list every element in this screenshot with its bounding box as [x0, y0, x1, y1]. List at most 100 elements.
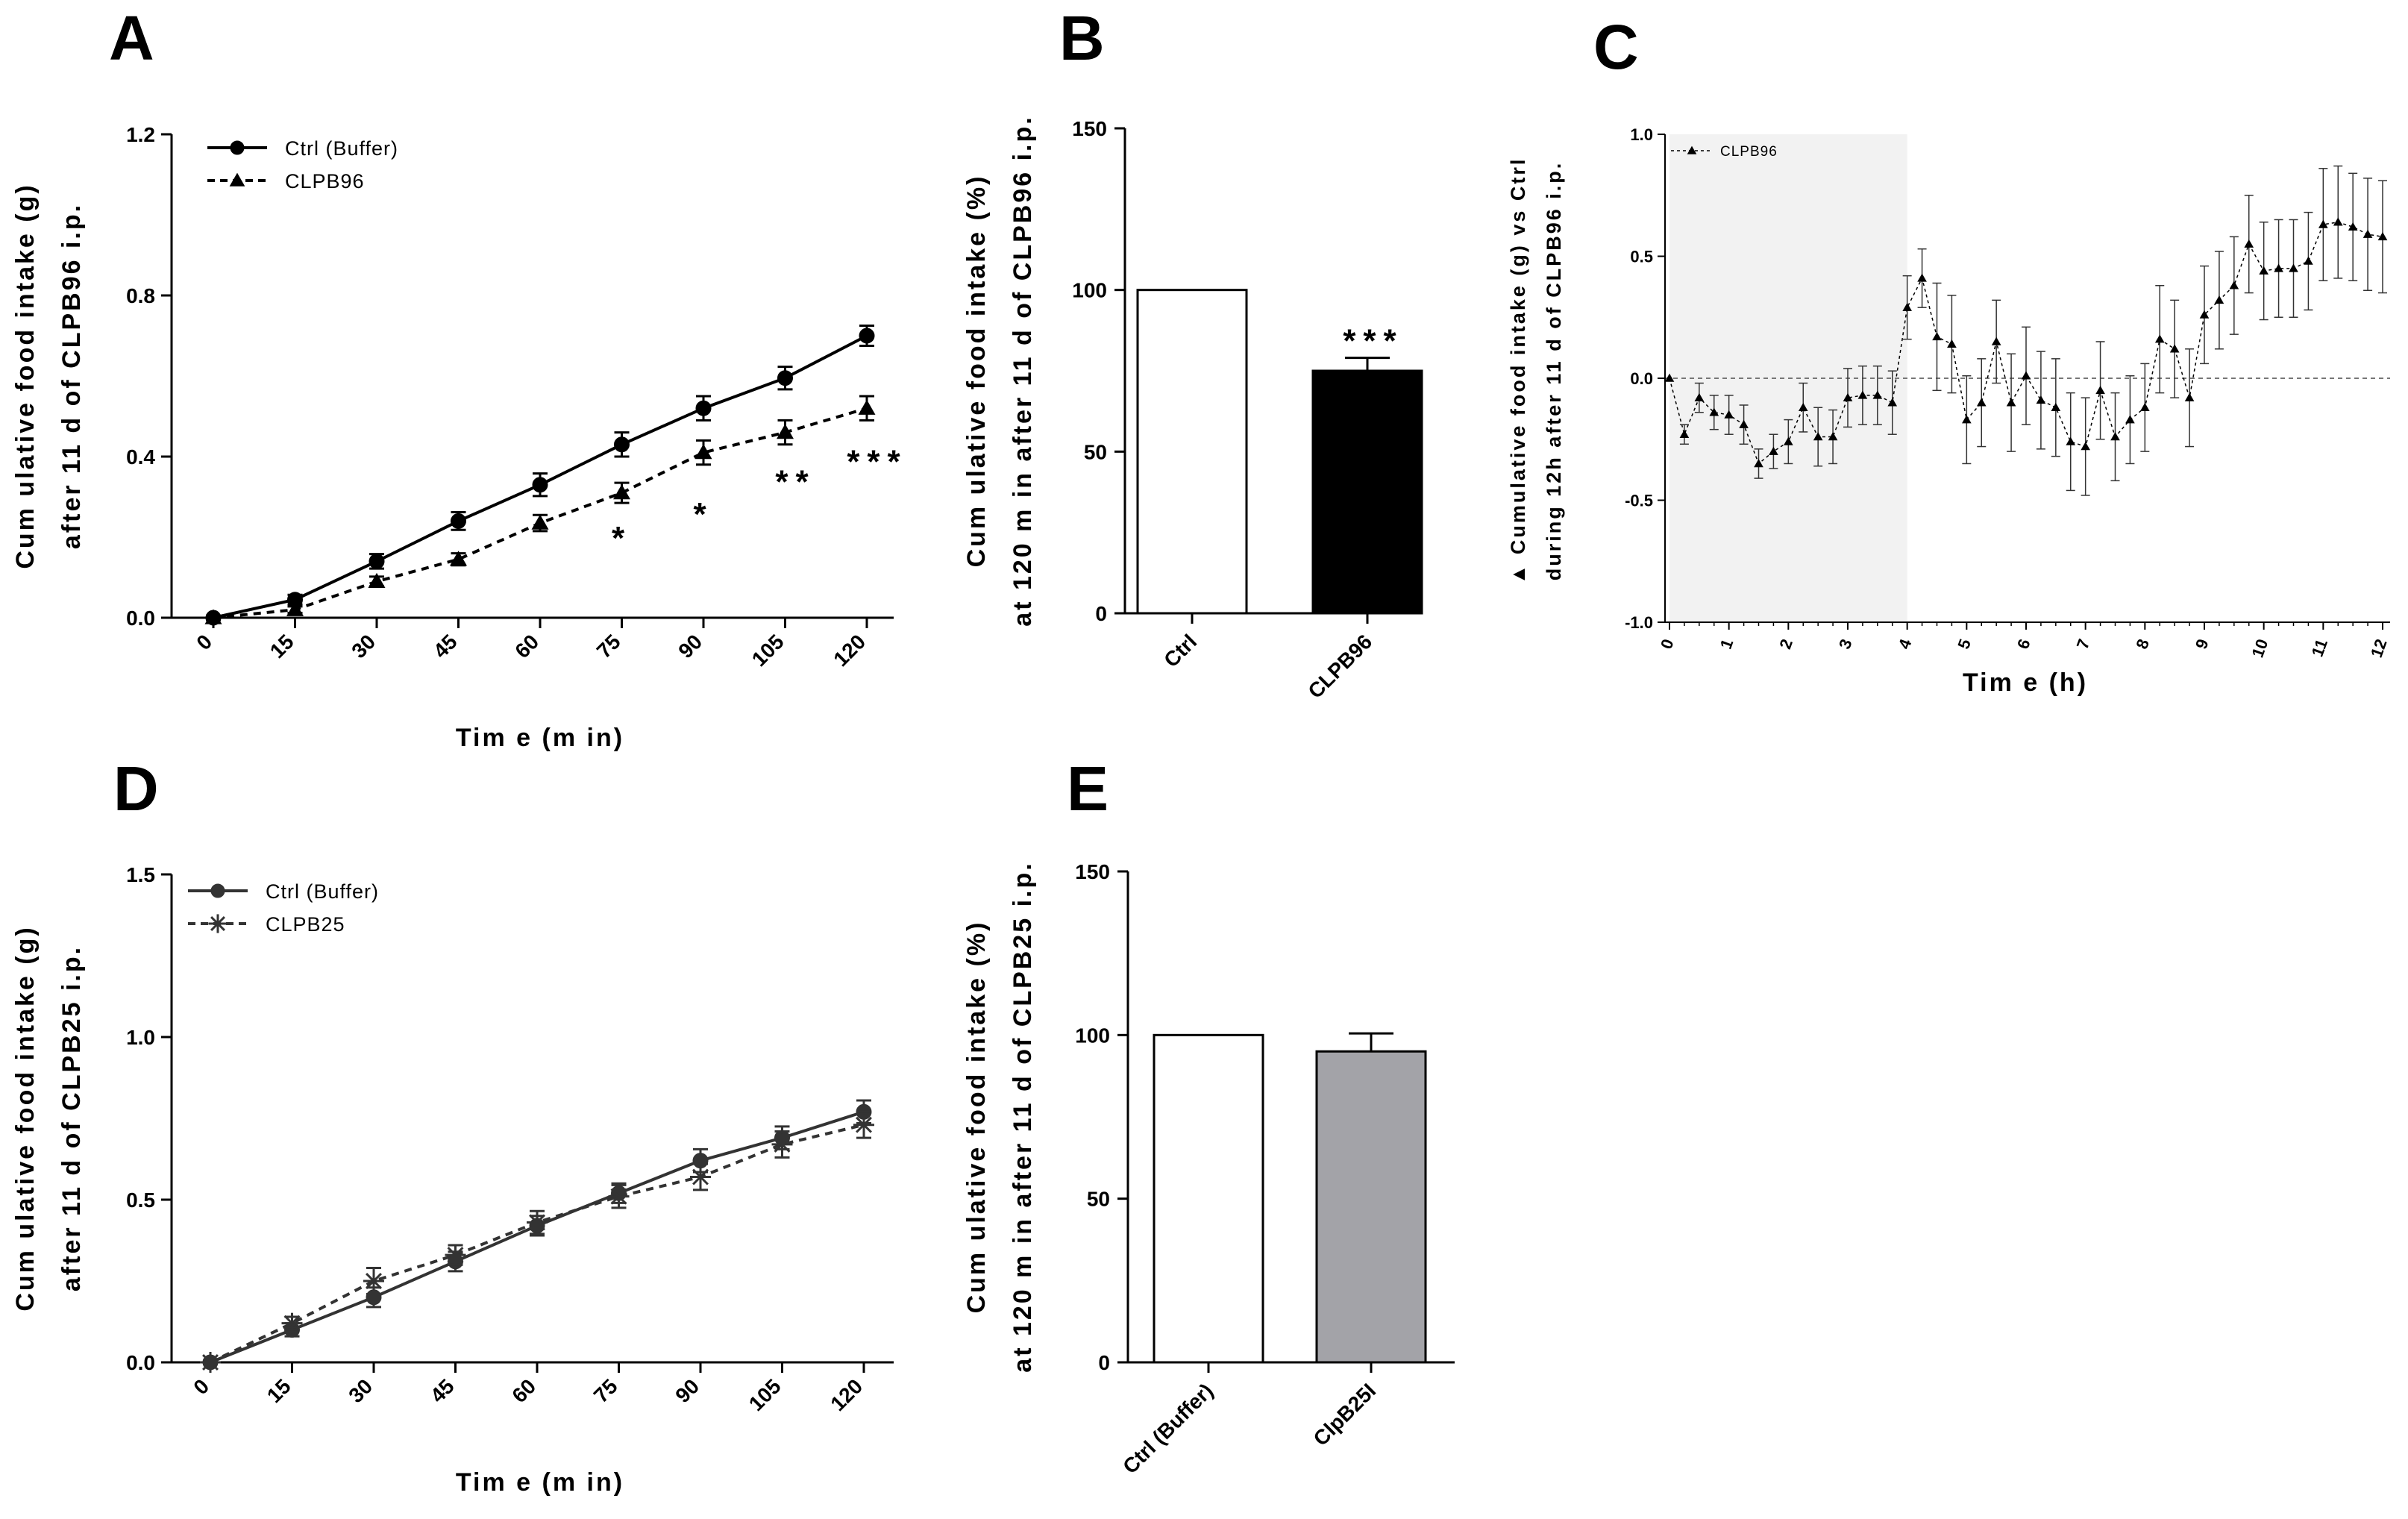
x-tick-label: 120 — [829, 630, 870, 671]
data-point — [2199, 310, 2210, 319]
data-point — [1887, 398, 1898, 407]
data-point — [2244, 239, 2254, 248]
bar — [1315, 1050, 1427, 1364]
data-point — [695, 444, 712, 460]
bar — [1311, 369, 1423, 615]
data-point — [1843, 392, 1853, 401]
data-point — [690, 1166, 711, 1188]
data-point — [1962, 415, 1972, 424]
x-tick-label: 3 — [1835, 636, 1856, 651]
y-tick-label: -1.0 — [1625, 613, 1653, 632]
x-tick-label: Ctrl — [1159, 630, 1201, 671]
data-point — [2362, 229, 2373, 238]
data-point — [853, 1114, 874, 1136]
x-tick-label: 2 — [1775, 636, 1796, 651]
y-tick-label: 0.0 — [126, 607, 155, 630]
x-tick-label: 30 — [344, 1374, 377, 1407]
y-tick-label: 1.0 — [1630, 125, 1653, 144]
data-point — [1679, 429, 1690, 438]
data-point — [2348, 222, 2358, 231]
legend-marker — [210, 883, 225, 898]
x-tick-label: 90 — [674, 630, 706, 663]
y-tick-label: 1.5 — [126, 863, 155, 886]
x-tick-label: 60 — [507, 1374, 540, 1407]
y-tick-label: 0.0 — [1630, 369, 1653, 388]
data-point — [451, 513, 466, 529]
y-tick-label: 1.2 — [126, 123, 155, 146]
data-point — [2051, 402, 2061, 411]
x-tick-label: 105 — [747, 630, 788, 671]
data-point — [281, 1312, 303, 1334]
data-point — [2066, 436, 2076, 445]
data-point — [2318, 219, 2328, 228]
data-point — [2304, 256, 2313, 265]
data-point — [695, 400, 712, 416]
data-point — [1902, 302, 1912, 311]
data-point — [527, 1212, 548, 1233]
data-point — [450, 551, 467, 566]
legend-label: CLPB96 — [285, 170, 365, 192]
y-tick-label: 0.5 — [126, 1188, 155, 1212]
data-point — [1784, 436, 1793, 445]
data-point — [1932, 332, 1942, 341]
data-point — [777, 370, 793, 386]
data-point — [1828, 432, 1838, 441]
data-point — [1991, 336, 2001, 345]
data-point — [368, 572, 386, 589]
panel-e-bar-chart: 0 50 100 150 Ctrl (Buffer) ClpB25I Cum ulative… — [962, 860, 1455, 1478]
x-tick-label: 45 — [426, 1374, 459, 1407]
data-point — [1709, 407, 1719, 416]
data-point — [608, 1186, 630, 1207]
y-tick-label: 150 — [1075, 860, 1110, 883]
x-axis-title: Tim e (m in) — [456, 1468, 624, 1497]
data-point — [613, 484, 630, 500]
panel-letter-e: E — [1067, 754, 1109, 824]
data-point — [2125, 415, 2135, 424]
series-line — [213, 407, 868, 619]
x-axis-title: Tim e (h) — [1963, 668, 2088, 697]
data-point — [2095, 386, 2105, 395]
panel-d-line-chart: 0.0 0.5 1.0 1.5 0 15 30 45 60 75 90 105 120 Ctrl (Buf… — [11, 863, 894, 1497]
legend-label: CLPB25 — [266, 913, 345, 936]
panel-b-bar-chart: 0 50 100 150 Ctrl CLPB96 *** Cum ulative food i… — [962, 115, 1423, 703]
data-point — [531, 514, 549, 530]
legend-marker — [229, 172, 245, 187]
y-tick-label: -0.5 — [1625, 492, 1653, 510]
data-point — [2110, 432, 2120, 441]
data-point — [2274, 263, 2283, 272]
data-point — [1769, 446, 1778, 455]
data-point — [1857, 390, 1868, 399]
panel-letter-c: C — [1593, 12, 1639, 82]
legend-marker — [230, 140, 245, 155]
data-point — [1813, 432, 1823, 441]
x-tick-label: 7 — [2073, 636, 2094, 651]
y-axis-title: Cum ulative food intake (%) at 120 m in a… — [962, 861, 1037, 1372]
significance-label: * — [612, 520, 632, 557]
data-point — [2140, 402, 2150, 411]
data-point — [204, 609, 222, 624]
x-tick-label: 0 — [192, 630, 216, 654]
significance-label: *** — [1343, 323, 1403, 360]
data-point — [1739, 419, 1749, 428]
y-tick-label: 1.0 — [126, 1026, 155, 1049]
x-tick-label: 8 — [2132, 636, 2153, 651]
panel-c-line-chart: -1.0-0.50.00.51.00 1 2 3 4 5 6 7 8 9 10 11 12CLPB96T… — [1507, 125, 2391, 697]
data-point — [2333, 217, 2343, 226]
x-tick-label: 75 — [592, 630, 625, 663]
x-tick-label: 6 — [2013, 636, 2034, 651]
panel-letter-a: A — [109, 3, 154, 73]
x-tick-label: 11 — [2308, 636, 2331, 659]
data-point — [1694, 392, 1705, 401]
x-tick-label: 10 — [2248, 636, 2271, 660]
data-point — [2021, 371, 2031, 380]
x-tick-label: 0 — [1657, 636, 1678, 651]
y-tick-label: 0.5 — [1630, 248, 1653, 266]
y-tick-label: 0.4 — [126, 445, 155, 469]
x-tick-label: 15 — [263, 1374, 295, 1407]
y-axis-title: ▲ Cumulative food intake (g) vs Ctrl duri… — [1507, 157, 1565, 585]
data-point — [2184, 392, 2195, 401]
x-tick-label: CLPB96 — [1303, 630, 1376, 703]
x-tick-label: 45 — [429, 630, 462, 663]
y-tick-label: 0 — [1095, 602, 1107, 625]
